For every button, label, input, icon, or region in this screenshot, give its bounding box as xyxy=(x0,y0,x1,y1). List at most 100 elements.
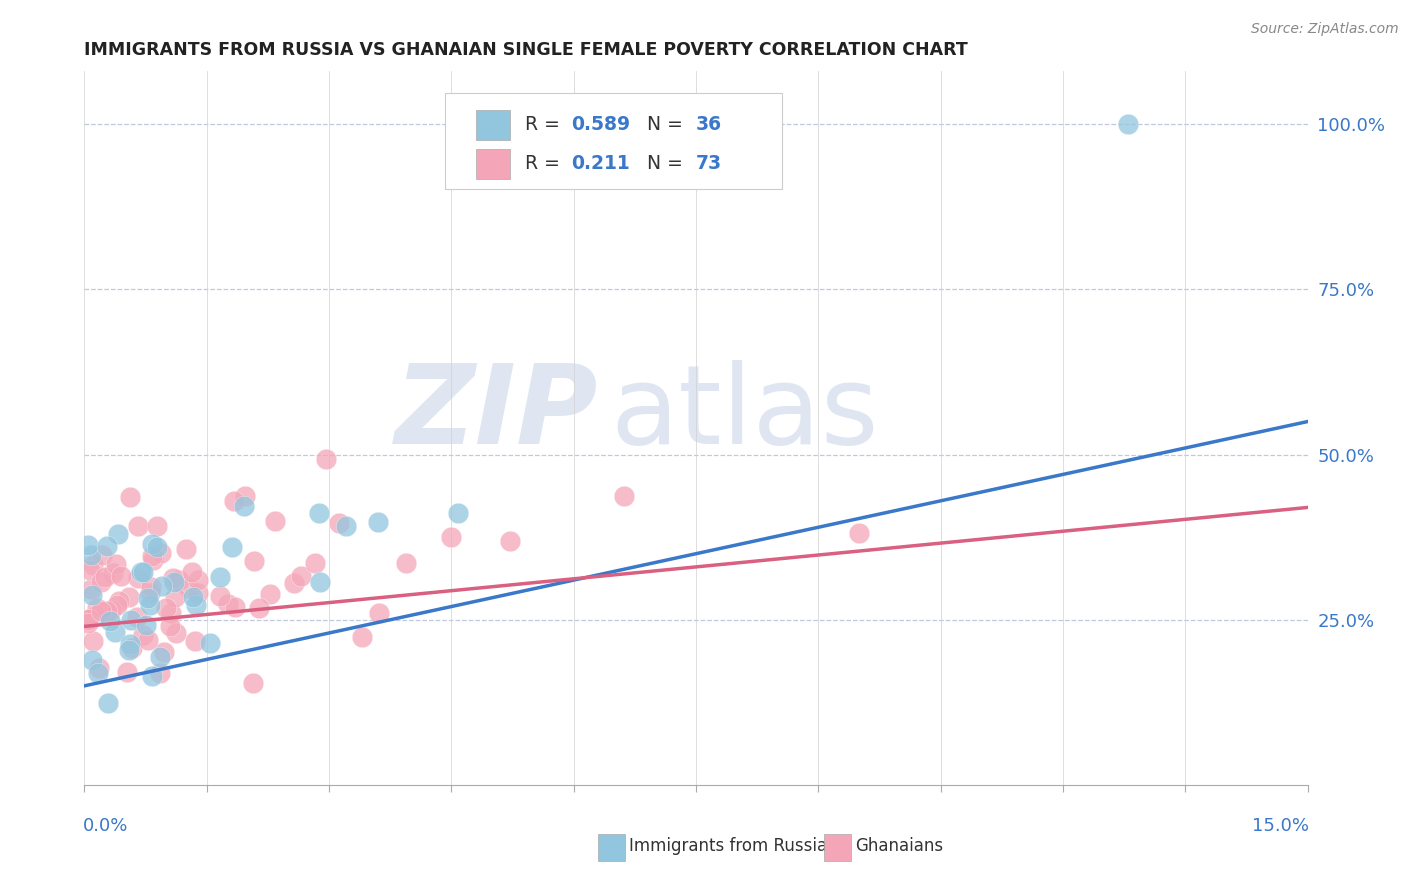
Point xyxy=(139,598,162,612)
Point xyxy=(184,598,207,612)
FancyBboxPatch shape xyxy=(475,149,510,179)
Point xyxy=(221,541,243,555)
Point xyxy=(149,665,172,680)
Point xyxy=(104,624,127,639)
Point xyxy=(440,530,463,544)
Point xyxy=(97,697,120,711)
Text: N =: N = xyxy=(647,115,689,134)
Text: Source: ZipAtlas.com: Source: ZipAtlas.com xyxy=(1251,22,1399,37)
Point xyxy=(149,649,172,664)
Point xyxy=(77,612,100,626)
Point xyxy=(139,586,162,600)
Point xyxy=(132,628,155,642)
Point xyxy=(139,580,162,594)
Point xyxy=(174,541,197,556)
Point xyxy=(335,519,357,533)
Text: 0.589: 0.589 xyxy=(571,115,630,134)
Text: Ghanaians: Ghanaians xyxy=(855,837,943,855)
Point xyxy=(80,653,103,667)
Point xyxy=(141,549,163,563)
Point xyxy=(150,579,173,593)
Point xyxy=(121,640,143,655)
Point xyxy=(242,554,264,568)
Point xyxy=(105,557,128,571)
Point xyxy=(115,665,138,679)
Point xyxy=(103,566,125,580)
Point xyxy=(159,619,181,633)
Point xyxy=(96,539,118,553)
Point xyxy=(290,569,312,583)
Point xyxy=(120,490,142,504)
Point xyxy=(177,581,200,595)
Point xyxy=(328,516,350,530)
Point xyxy=(160,606,183,620)
Text: 73: 73 xyxy=(696,154,723,173)
Point xyxy=(120,613,142,627)
Point xyxy=(86,600,108,615)
Point xyxy=(499,533,522,548)
Point xyxy=(368,606,391,620)
Point xyxy=(146,541,169,555)
Point xyxy=(283,575,305,590)
Point xyxy=(304,556,326,570)
Point xyxy=(224,599,246,614)
Point xyxy=(129,565,152,579)
Point xyxy=(141,537,163,551)
FancyBboxPatch shape xyxy=(446,93,782,189)
Point xyxy=(350,630,373,644)
Text: ZIP: ZIP xyxy=(395,360,598,467)
Point xyxy=(181,565,204,579)
Point xyxy=(82,588,104,602)
Point xyxy=(77,616,100,631)
Point xyxy=(155,601,177,615)
Point xyxy=(165,626,187,640)
Point xyxy=(90,548,112,562)
Point xyxy=(141,669,163,683)
Point xyxy=(136,591,159,605)
Point xyxy=(187,573,209,587)
Point xyxy=(153,645,176,659)
Point xyxy=(233,489,256,503)
Point xyxy=(77,612,100,626)
Point xyxy=(98,614,121,628)
Point xyxy=(167,574,190,588)
Point xyxy=(149,546,172,560)
Point xyxy=(125,610,148,624)
Point xyxy=(315,451,337,466)
Point xyxy=(308,506,330,520)
Text: 0.211: 0.211 xyxy=(571,154,630,173)
Point xyxy=(163,574,186,589)
Point xyxy=(162,571,184,585)
Point xyxy=(108,594,131,608)
Point xyxy=(136,633,159,648)
Point xyxy=(848,526,870,541)
Point xyxy=(163,590,186,604)
Text: atlas: atlas xyxy=(610,360,879,467)
Point xyxy=(80,548,103,562)
Point xyxy=(77,538,100,552)
Text: 36: 36 xyxy=(696,115,723,134)
Point xyxy=(224,494,246,508)
Point xyxy=(127,519,149,533)
Point xyxy=(82,634,104,648)
Point xyxy=(132,565,155,579)
Point xyxy=(80,582,103,596)
Point xyxy=(118,637,141,651)
Point xyxy=(247,600,270,615)
Point xyxy=(87,666,110,681)
Point xyxy=(264,514,287,528)
Point xyxy=(1116,117,1139,131)
Text: 15.0%: 15.0% xyxy=(1251,817,1309,835)
Point xyxy=(118,591,141,605)
Point xyxy=(86,608,108,623)
Point xyxy=(107,527,129,541)
Point xyxy=(198,636,221,650)
Text: 0.0%: 0.0% xyxy=(83,817,128,835)
Point xyxy=(96,604,118,618)
Point xyxy=(308,574,330,589)
Point xyxy=(127,571,149,585)
Point xyxy=(209,589,232,603)
Point xyxy=(217,597,239,611)
Text: N =: N = xyxy=(647,154,689,173)
Point xyxy=(395,556,418,570)
